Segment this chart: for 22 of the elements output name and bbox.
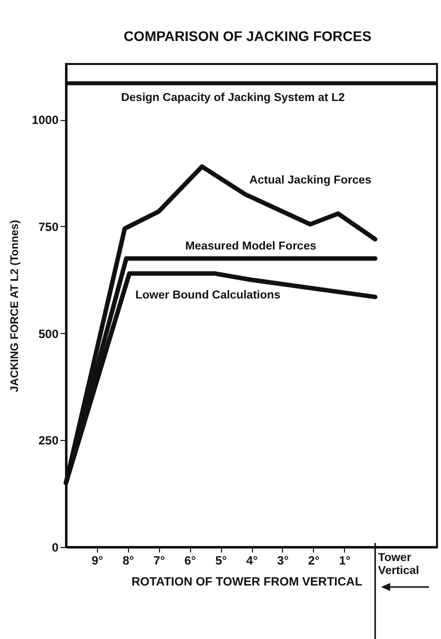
y-axis-title: JACKING FORCE AT L2 (Tonnes) [8,220,21,392]
y-tick-label: 500 [38,326,59,341]
x-tick-label: 5° [215,554,228,568]
y-tick-label: 750 [38,220,59,234]
chart-title: COMPARISON OF JACKING FORCES [124,28,372,44]
x-tick-label: 1° [339,554,351,568]
series-label: Lower Bound Calculations [135,289,280,302]
x-tick-label: 3° [277,554,289,568]
y-tick-label: 0 [52,540,59,554]
x-tick-label: 9° [92,554,104,568]
series-label: Measured Model Forces [185,240,316,252]
x-tick-label: 7° [154,554,166,568]
y-tick-label: 1000 [32,113,59,128]
y-tick-label: 250 [38,434,59,448]
ref-line-label: Design Capacity of Jacking System at L2 [121,92,345,104]
x-tick-label: 6° [184,554,196,568]
x-tick-label: 2° [308,554,320,568]
ref-line-label: Tower Vertical [378,552,420,577]
x-tick-label: 8° [122,554,134,568]
series-label: Actual Jacking Forces [249,174,372,186]
x-tick-label: 4° [246,554,258,568]
x-axis-title: ROTATION OF TOWER FROM VERTICAL [132,574,362,588]
